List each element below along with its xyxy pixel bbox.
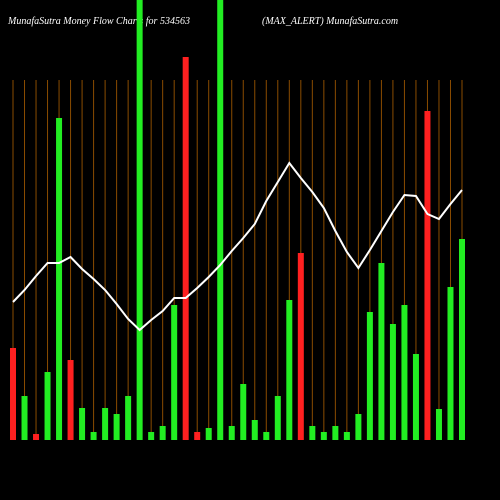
bar <box>182 57 189 440</box>
bar <box>251 420 258 440</box>
bar <box>309 426 316 440</box>
bar <box>332 426 339 440</box>
bar <box>274 396 281 440</box>
bar <box>320 432 327 440</box>
bar <box>148 432 155 440</box>
bar <box>102 408 109 440</box>
bar <box>401 305 408 440</box>
bar <box>412 354 419 440</box>
bar <box>194 432 201 440</box>
bar <box>228 426 235 440</box>
bar <box>159 426 166 440</box>
bar <box>217 0 224 440</box>
chart-title: MunafaSutra Money Flow Charts for 534563 <box>7 16 190 27</box>
bar <box>67 360 74 440</box>
bar <box>424 111 431 440</box>
flow-line <box>12 161 463 332</box>
bar <box>113 414 120 440</box>
bar <box>286 300 293 440</box>
bar <box>378 263 385 440</box>
bar <box>10 348 16 440</box>
bar <box>79 408 86 440</box>
bar <box>240 384 247 440</box>
chart-subtitle: (MAX_ALERT) MunafaSutra.com <box>262 16 398 27</box>
bar <box>136 0 143 440</box>
bar <box>56 118 63 440</box>
bar <box>435 409 442 440</box>
bar <box>90 432 97 440</box>
bar <box>205 428 212 440</box>
bar <box>44 372 51 440</box>
bar <box>171 305 178 440</box>
bar <box>355 414 362 440</box>
bar <box>366 312 373 440</box>
bar <box>447 287 454 440</box>
bar <box>343 432 350 440</box>
bar <box>33 434 40 440</box>
bar <box>459 239 465 440</box>
bar <box>263 432 270 440</box>
bar <box>389 324 396 440</box>
bar <box>125 396 132 440</box>
bar <box>21 396 28 440</box>
bar <box>297 253 304 440</box>
